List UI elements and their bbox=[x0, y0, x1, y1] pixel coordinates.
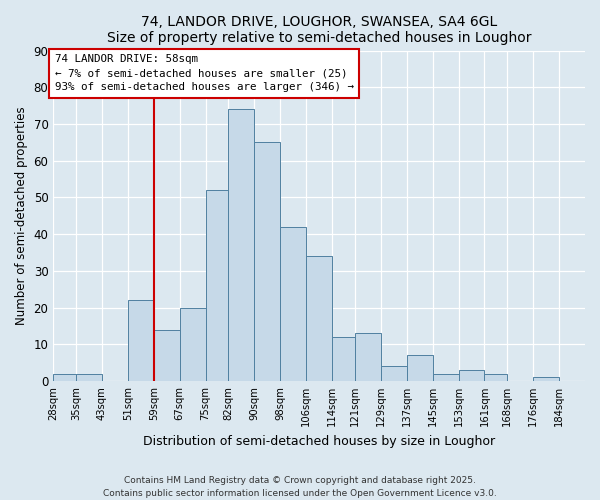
Bar bbox=[128, 300, 154, 381]
X-axis label: Distribution of semi-detached houses by size in Loughor: Distribution of semi-detached houses by … bbox=[143, 434, 495, 448]
Bar bbox=[458, 370, 484, 381]
Bar bbox=[76, 374, 102, 381]
Bar bbox=[280, 226, 306, 381]
Bar bbox=[229, 110, 254, 381]
Bar bbox=[306, 256, 332, 381]
Title: 74, LANDOR DRIVE, LOUGHOR, SWANSEA, SA4 6GL
Size of property relative to semi-de: 74, LANDOR DRIVE, LOUGHOR, SWANSEA, SA4 … bbox=[107, 15, 532, 45]
Bar bbox=[332, 337, 355, 381]
Bar bbox=[355, 333, 381, 381]
Bar bbox=[433, 374, 458, 381]
Bar bbox=[533, 378, 559, 381]
Bar bbox=[407, 355, 433, 381]
Bar bbox=[484, 374, 507, 381]
Bar bbox=[381, 366, 407, 381]
Y-axis label: Number of semi-detached properties: Number of semi-detached properties bbox=[15, 106, 28, 325]
Bar bbox=[206, 190, 229, 381]
Bar bbox=[254, 142, 280, 381]
Bar bbox=[53, 374, 76, 381]
Text: Contains HM Land Registry data © Crown copyright and database right 2025.
Contai: Contains HM Land Registry data © Crown c… bbox=[103, 476, 497, 498]
Text: 74 LANDOR DRIVE: 58sqm
← 7% of semi-detached houses are smaller (25)
93% of semi: 74 LANDOR DRIVE: 58sqm ← 7% of semi-deta… bbox=[55, 54, 354, 92]
Bar bbox=[180, 308, 206, 381]
Bar bbox=[154, 330, 180, 381]
